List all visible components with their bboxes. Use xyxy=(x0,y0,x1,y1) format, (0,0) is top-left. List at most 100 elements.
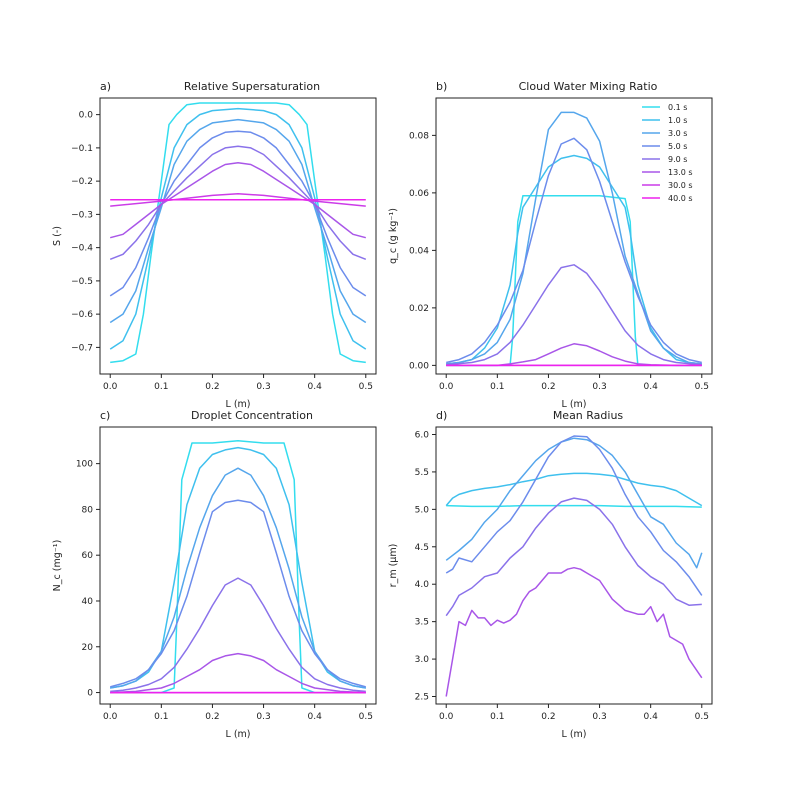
legend-label: 30.0 s xyxy=(668,181,693,190)
plot-frame xyxy=(435,97,713,375)
y-tick-label: 0 xyxy=(87,689,93,699)
series-line-30-0-s xyxy=(110,193,366,207)
panel-title: Mean Radius xyxy=(553,409,624,422)
panel-title: Cloud Water Mixing Ratio xyxy=(519,80,658,93)
x-tick-label: 0.0 xyxy=(103,712,118,722)
series-line-13-0-s xyxy=(445,566,703,697)
y-axis-label: S (-) xyxy=(52,226,63,246)
series-line-9-0-s xyxy=(445,497,702,617)
x-tick-label: 0.4 xyxy=(308,712,323,722)
y-tick-label: 5.5 xyxy=(415,468,429,478)
x-tick-label: 0.2 xyxy=(205,382,219,392)
series-line-0-1-s xyxy=(110,439,366,694)
series-line-5-0-s xyxy=(445,435,703,596)
series-line-13-0-s xyxy=(110,652,366,694)
x-axis-label: L (m) xyxy=(226,399,251,410)
series-line-5-0-s xyxy=(110,499,366,688)
series-line-1-0-s xyxy=(445,472,703,507)
plot-frame xyxy=(435,426,713,705)
y-tick-label: −0.2 xyxy=(71,177,93,187)
x-tick-label: 0.5 xyxy=(359,382,373,392)
panel-letter: b) xyxy=(436,80,447,93)
legend-label: 40.0 s xyxy=(668,194,693,203)
y-tick-label: 0.02 xyxy=(409,304,429,314)
y-tick-label: 5.0 xyxy=(415,505,430,515)
x-tick-label: 0.0 xyxy=(439,712,454,722)
panel-droplet-concentration: 0.0 0.1 0.2 0.3 0.4 0.5 0 20 40 60 80 100 Droplet Co… xyxy=(52,409,377,740)
x-tick-label: 0.0 xyxy=(439,382,454,392)
y-tick-label: 2.5 xyxy=(415,693,429,703)
x-tick-label: 0.1 xyxy=(154,382,168,392)
x-tick-label: 0.0 xyxy=(103,382,118,392)
y-tick-label: 0.06 xyxy=(409,189,429,199)
x-tick-label: 0.1 xyxy=(490,712,504,722)
y-tick-label: 60 xyxy=(82,551,94,561)
legend-label: 0.1 s xyxy=(668,103,687,112)
legend-label: 5.0 s xyxy=(668,142,687,151)
x-axis-label: L (m) xyxy=(562,729,587,740)
y-tick-label: −0.3 xyxy=(71,210,93,220)
x-axis-label: L (m) xyxy=(562,399,587,410)
x-tick-label: 0.3 xyxy=(592,382,606,392)
x-tick-label: 0.2 xyxy=(541,712,555,722)
panel-title: Relative Supersaturation xyxy=(184,80,320,93)
plot-frame xyxy=(99,97,377,375)
series-line-13-0-s xyxy=(110,162,366,239)
y-tick-label: 0.0 xyxy=(79,111,94,121)
legend-label: 3.0 s xyxy=(668,129,687,138)
y-tick-label: 100 xyxy=(76,460,93,470)
x-tick-label: 0.1 xyxy=(490,382,504,392)
series-line-0-1-s xyxy=(446,195,702,367)
panel-mean-radius: 0.0 0.1 0.2 0.3 0.4 0.5 2.5 3.0 3.5 4.0 4.5 5.0 5.5 6… xyxy=(388,409,713,740)
y-axis-label: q_c (g kg⁻¹) xyxy=(388,208,399,264)
y-tick-label: 40 xyxy=(82,597,94,607)
x-axis-label: L (m) xyxy=(226,729,251,740)
y-tick-label: 3.5 xyxy=(415,618,429,628)
y-tick-label: −0.6 xyxy=(71,310,93,320)
y-tick-label: 4.5 xyxy=(415,543,429,553)
series-line-1-0-s xyxy=(109,107,367,350)
x-tick-label: 0.1 xyxy=(154,712,168,722)
x-tick-label: 0.5 xyxy=(695,712,709,722)
series-line-5-0-s xyxy=(109,130,367,297)
x-tick-label: 0.5 xyxy=(695,382,709,392)
x-tick-label: 0.2 xyxy=(541,382,555,392)
y-tick-label: 0.08 xyxy=(409,131,429,141)
y-tick-label: −0.7 xyxy=(71,343,93,353)
y-tick-label: 4.0 xyxy=(415,580,430,590)
plot-frame xyxy=(99,426,377,705)
legend-label: 9.0 s xyxy=(668,155,687,164)
panel-cloud-water-mixing-ratio: 0.0 0.1 0.2 0.3 0.4 0.5 0.00 0.02 0.04 0.06 0.08 Cl… xyxy=(388,80,713,410)
series-line-13-0-s xyxy=(446,343,702,367)
x-tick-label: 0.3 xyxy=(256,382,270,392)
y-tick-label: 80 xyxy=(82,505,94,515)
x-tick-label: 0.3 xyxy=(592,712,606,722)
series-line-1-0-s xyxy=(110,446,366,689)
y-tick-label: 0.04 xyxy=(409,246,429,256)
y-tick-label: 6.0 xyxy=(415,430,430,440)
x-tick-label: 0.4 xyxy=(644,382,659,392)
x-tick-label: 0.4 xyxy=(644,712,659,722)
legend-label: 1.0 s xyxy=(668,116,687,125)
y-tick-label: 3.0 xyxy=(415,655,430,665)
series-line-9-0-s xyxy=(110,577,366,693)
series-line-5-0-s xyxy=(446,137,702,364)
series-line-0-1-s xyxy=(110,102,366,364)
series-line-1-0-s xyxy=(446,154,702,365)
panel-letter: d) xyxy=(436,409,447,422)
y-tick-label: 0.00 xyxy=(409,361,429,371)
series-line-3-0-s xyxy=(445,437,703,569)
x-tick-label: 0.5 xyxy=(359,712,373,722)
y-tick-label: −0.5 xyxy=(71,277,93,287)
series-line-0-1-s xyxy=(446,504,702,508)
y-tick-label: 20 xyxy=(82,643,94,653)
series-line-3-0-s xyxy=(446,111,702,365)
panel-title: Droplet Concentration xyxy=(191,409,313,422)
y-axis-label: r_m (μm) xyxy=(388,544,399,588)
series-line-3-0-s xyxy=(109,118,367,324)
y-tick-label: −0.4 xyxy=(71,244,93,254)
panel-letter: a) xyxy=(100,80,111,93)
x-tick-label: 0.2 xyxy=(205,712,219,722)
y-tick-label: −0.1 xyxy=(71,144,93,154)
